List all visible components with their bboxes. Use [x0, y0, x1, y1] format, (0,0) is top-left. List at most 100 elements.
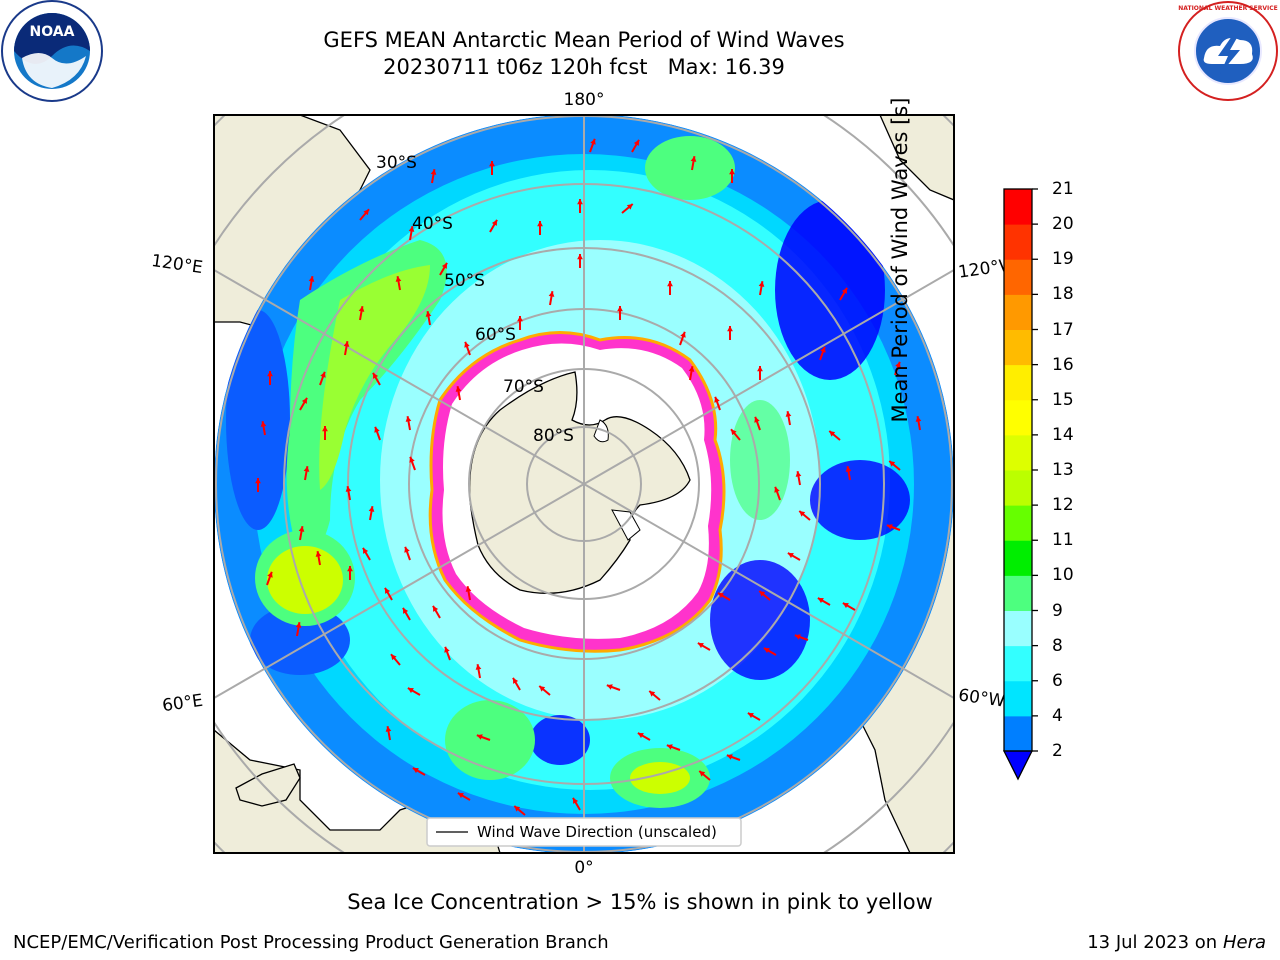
- wave-direction-arrowhead: [347, 566, 353, 572]
- wave-direction-arrowhead: [757, 366, 763, 372]
- wave-direction-arrowhead: [374, 426, 380, 433]
- wave-direction-arrowhead: [408, 226, 415, 232]
- wave-direction-arrowhead: [758, 281, 765, 287]
- colorbar-tick-label: 19: [1052, 249, 1074, 270]
- wave-direction-arrowhead: [433, 605, 439, 612]
- wave-direction-arrowhead: [444, 646, 450, 653]
- wave-direction-arrowhead: [430, 169, 437, 175]
- wave-direction-arrowhead: [763, 648, 770, 654]
- noaa-logo: NOAA: [1, 0, 103, 102]
- lat-label-60s: 60°S: [475, 325, 516, 345]
- land-ne-corner: [879, 115, 954, 201]
- wave-direction-arrowhead: [403, 607, 409, 614]
- wave-direction-arrowhead: [731, 429, 737, 436]
- wave-direction-arrowhead: [298, 526, 305, 532]
- wave-direction-arrowhead: [363, 547, 369, 554]
- noaa-logo-text: NOAA: [30, 24, 75, 40]
- lat-label-50s: 50°S: [444, 271, 485, 291]
- wave-direction-arrowhead: [491, 219, 497, 226]
- colorbar-bin: [1004, 189, 1032, 225]
- colorbar-bin: [1004, 610, 1032, 647]
- wave-direction-arrowhead: [537, 221, 543, 227]
- wave-direction-arrowhead: [666, 744, 673, 750]
- colorbar-tick-label: 6: [1052, 670, 1063, 691]
- wave-direction-arrowhead: [412, 768, 419, 774]
- colorbar-bin: [1004, 540, 1032, 576]
- wave-direction-arrowhead: [841, 287, 847, 294]
- wave-direction-arrowhead: [385, 726, 392, 732]
- wave-direction-arrowhead: [475, 664, 482, 670]
- wave-direction-arrowhead: [688, 366, 695, 372]
- colorbar-tick-label: 12: [1052, 495, 1074, 516]
- colorbar-tick-label: 13: [1052, 460, 1074, 480]
- wave-direction-arrowhead: [747, 713, 754, 719]
- lon-label-60w: 60°W: [957, 685, 1006, 711]
- wave-direction-arrowhead: [842, 603, 849, 609]
- wind-wave-arrows: [255, 138, 922, 816]
- nws-logo: NATIONAL WEATHER SERVICE: [1178, 1, 1278, 101]
- footer-host: Hera: [1222, 932, 1266, 953]
- wave-direction-arrowhead: [315, 551, 322, 557]
- lat-label-40s: 40°S: [412, 214, 453, 234]
- wave-direction-arrowhead: [794, 634, 801, 640]
- wave-direction-arrowhead: [606, 684, 613, 690]
- wave-direction-arrowhead: [308, 276, 315, 282]
- wave-direction-arrowhead: [886, 524, 893, 530]
- colorbar-bin: [1004, 575, 1032, 611]
- wave-direction-arrowhead: [295, 622, 302, 628]
- sea-ice-caption: Sea Ice Concentration > 15% is shown in …: [347, 890, 933, 914]
- wave-direction-arrowhead: [699, 771, 706, 777]
- wave-direction-arrowhead: [320, 371, 326, 378]
- wave-direction-arrowhead: [785, 411, 792, 417]
- wave-direction-arrowhead: [754, 416, 760, 423]
- colorbar-tick-label: 21: [1052, 179, 1074, 199]
- lat-label-30s: 30°S: [376, 153, 417, 173]
- wave-direction-arrowhead: [476, 734, 483, 740]
- colorbar-tick-label: 10: [1052, 565, 1074, 586]
- wave-direction-arrowhead: [407, 688, 414, 694]
- wave-direction-arrowhead: [649, 691, 656, 697]
- footer-credit: NCEP/EMC/Verification Post Processing Pr…: [13, 932, 609, 953]
- lat-label-80s: 80°S: [533, 426, 574, 446]
- land-madagascar: [235, 763, 301, 807]
- wave-direction-arrowhead: [889, 461, 896, 467]
- wave-direction-arrowhead: [714, 396, 720, 403]
- arrow-legend-label: Wind Wave Direction (unscaled): [477, 823, 717, 841]
- wave-direction-arrowhead: [774, 486, 780, 493]
- colorbar-tick-label: 17: [1052, 319, 1074, 340]
- colorbar-tick-label: 8: [1052, 635, 1063, 656]
- wave-direction-arrowhead: [717, 593, 724, 599]
- wave-direction-arrowhead: [322, 426, 328, 432]
- wave-direction-arrowhead: [395, 276, 402, 282]
- colorbar-bin: [1004, 399, 1032, 436]
- wave-direction-arrowhead: [358, 306, 365, 312]
- wave-direction-arrowhead: [895, 361, 901, 368]
- wave-direction-arrowhead: [267, 371, 273, 377]
- footer-date-text: 13 Jul 2023 on: [1087, 932, 1223, 953]
- colorbar-bin: [1004, 715, 1032, 752]
- wave-direction-arrowhead: [267, 571, 273, 578]
- wave-direction-arrowhead: [373, 372, 379, 379]
- wave-direction-arrowhead: [759, 591, 766, 597]
- wave-direction-arrowhead: [795, 471, 802, 477]
- wave-direction-arrowhead: [697, 643, 704, 649]
- lon-label-60e: 60°E: [161, 691, 204, 716]
- lon-label-120e: 120°E: [150, 251, 204, 278]
- wave-direction-arrowhead: [343, 341, 350, 347]
- wave-direction-arrowhead: [489, 161, 495, 167]
- lon-label-0: 0°: [574, 858, 593, 878]
- lon-label-180: 180°: [564, 90, 605, 110]
- wave-direction-arrowhead: [457, 793, 464, 799]
- wave-direction-arrowhead: [845, 466, 852, 472]
- wave-direction-arrowhead: [405, 416, 412, 422]
- wave-direction-arrowhead: [345, 486, 352, 492]
- wave-direction-arrowhead: [799, 511, 806, 517]
- colorbar-tick-label: 11: [1052, 530, 1074, 551]
- wave-direction-arrowhead: [517, 316, 523, 322]
- wave-direction-arrowhead: [726, 754, 733, 760]
- wave-direction-arrowhead: [363, 209, 369, 216]
- wave-direction-arrowhead: [626, 204, 633, 210]
- colorbar-bin: [1004, 434, 1032, 471]
- wave-direction-arrowhead: [548, 291, 555, 297]
- wave-direction-arrowhead: [577, 254, 583, 260]
